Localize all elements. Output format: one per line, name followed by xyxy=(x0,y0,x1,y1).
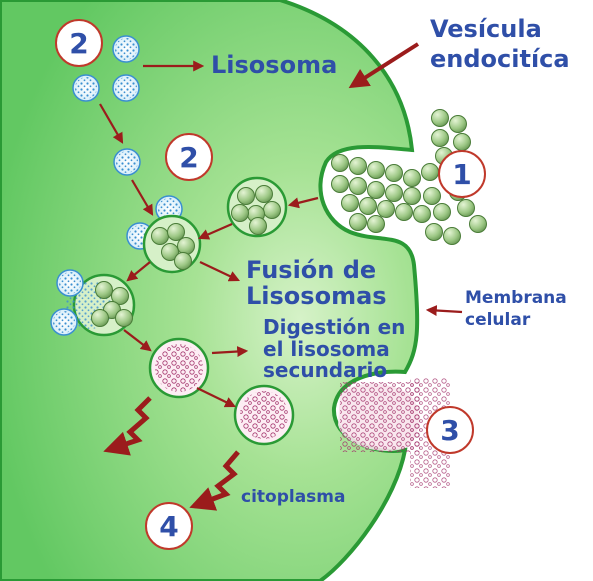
vesicula-label-line1: Vesícula xyxy=(430,15,542,43)
membrana-label-line1: Membrana xyxy=(465,288,567,308)
residual-body xyxy=(233,384,295,446)
fusion-label-line1: Fusión de xyxy=(246,256,377,284)
citoplasma-label: citoplasma xyxy=(241,487,346,507)
arrow-lyso-down-2 xyxy=(131,179,154,216)
arrow-vesicle-to-phagosome xyxy=(287,196,319,209)
arrow-fusion-to-secondary xyxy=(126,261,151,282)
digestion-label-line1: Digestión en xyxy=(263,315,406,339)
secondary-lysosome xyxy=(50,269,136,337)
arrow-lyso-down-1 xyxy=(99,103,124,144)
digestion-label-line2: el lisosoma xyxy=(263,337,390,361)
arrow-fusion-to-label xyxy=(199,261,240,282)
vesicula-label-line2: endocitíca xyxy=(430,45,570,73)
arrow-membrane-label xyxy=(425,305,463,317)
digestion-label-line3: secundario xyxy=(263,358,388,382)
arrow-phagosome-to-fusion xyxy=(197,222,233,240)
digestion-lysosome xyxy=(148,337,210,399)
arrow-digestion-to-label xyxy=(211,346,249,358)
lisosoma-label: Lisosoma xyxy=(211,51,338,79)
fusion-vesicle xyxy=(142,214,202,274)
fusion-label-line2: Lisosomas xyxy=(246,282,387,310)
zigzag-arrow-bottom xyxy=(189,450,240,511)
step-badge-3: 3 xyxy=(426,406,474,454)
step-badge-4: 4 xyxy=(145,502,193,550)
phagosome xyxy=(226,176,288,238)
zigzag-arrow-left xyxy=(103,396,152,456)
arrow-digestion-to-residual xyxy=(196,387,236,408)
membrana-label-line2: celular xyxy=(465,310,531,330)
step-badge-2-top: 2 xyxy=(55,19,103,67)
step-badge-1: 1 xyxy=(438,150,486,198)
arrow-secondary-to-digestion xyxy=(123,329,152,352)
step-badge-2-mid: 2 xyxy=(165,133,213,181)
arrow-vesicle-label xyxy=(348,42,420,89)
flow-arrows xyxy=(99,42,463,511)
